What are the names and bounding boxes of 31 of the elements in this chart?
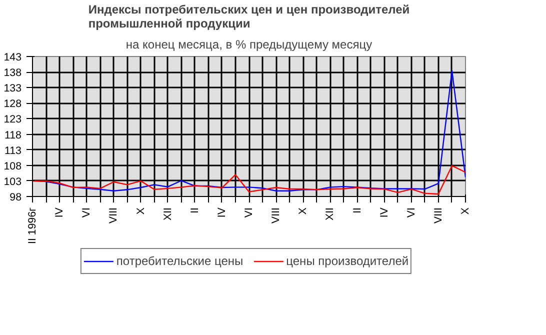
y-tick-label: 108 — [4, 160, 22, 172]
y-tick-label: 98 — [10, 192, 22, 204]
x-tick-label: XII — [324, 208, 336, 221]
legend-label: потребительские цены — [116, 254, 244, 268]
x-tick-label: IV — [216, 206, 228, 218]
x-tick-label: XII — [162, 208, 174, 221]
chart-title: Индексы потребительских цен и цен производителей промышленной продукции — [88, 2, 410, 30]
x-tick-label: VI — [80, 207, 93, 218]
y-tick-label: 113 — [4, 144, 22, 157]
x-tick-label: VI — [243, 207, 255, 218]
x-tick-label: VIII — [270, 207, 282, 224]
y-tick-label: 128 — [4, 98, 22, 110]
x-tick-label: VI — [405, 207, 418, 218]
y-tick-label: 103 — [4, 176, 22, 188]
x-tick-label: II — [351, 208, 364, 214]
x-tick-label: II — [188, 208, 201, 214]
y-tick-label: 123 — [4, 114, 22, 126]
x-tick-label: X — [297, 208, 310, 215]
x-tick-label: X — [460, 208, 472, 215]
y-tick-label: 143 — [4, 52, 22, 64]
x-tick-label: II 1996г — [26, 207, 38, 244]
x-tick-label: IV — [54, 206, 66, 218]
x-tick-label: X — [134, 208, 147, 215]
y-tick-label: 138 — [4, 67, 22, 80]
y-tick-label: 133 — [4, 82, 22, 95]
x-tick-label: VIII — [432, 207, 444, 224]
x-tick-label: VIII — [108, 207, 120, 224]
legend-label: цены производителей — [286, 254, 409, 268]
chart-subtitle: на конец месяца, в % предыдущему месяцу — [126, 38, 372, 52]
x-tick-label: IV — [378, 206, 390, 218]
y-tick-label: 118 — [4, 129, 22, 142]
